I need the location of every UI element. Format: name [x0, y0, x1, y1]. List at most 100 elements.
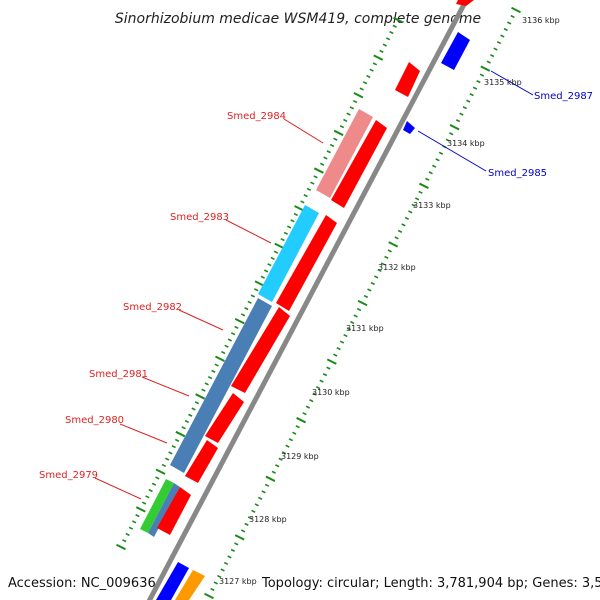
tick-mark — [207, 375, 213, 380]
tick-mark — [194, 401, 200, 405]
tick-mark — [280, 237, 285, 242]
tick-mark — [240, 529, 246, 533]
tick-mark — [476, 80, 481, 84]
tick-mark — [480, 65, 491, 72]
tick-mark — [287, 225, 292, 229]
scale-label: 3133 kbp — [413, 201, 451, 210]
gene-label-smed_2987[interactable]: Smed_2987 — [534, 91, 593, 102]
gene-label-smed_2982[interactable]: Smed_2982 — [123, 302, 182, 313]
tick-mark — [240, 313, 246, 317]
tick-mark — [367, 288, 372, 292]
tick-mark — [449, 124, 460, 131]
tick-mark — [353, 314, 358, 318]
scale-label: 3131 kbp — [346, 324, 384, 333]
pink-feature[interactable] — [316, 109, 373, 198]
gene-arrow-blue-bottom[interactable] — [156, 562, 189, 600]
tick-mark — [247, 516, 253, 520]
tick-mark — [349, 106, 354, 110]
tick-mark — [319, 379, 324, 383]
gene-label-lines — [94, 70, 534, 500]
tick-mark — [339, 340, 345, 344]
tick-mark — [372, 62, 378, 66]
tick-mark — [353, 92, 364, 99]
tick-mark — [273, 250, 279, 254]
tick-mark — [489, 53, 495, 58]
gene-label-smed_2980[interactable]: Smed_2980 — [65, 415, 124, 426]
gene-arrow-smed_2979[interactable] — [157, 487, 191, 535]
tick-mark — [333, 353, 338, 357]
tick-mark — [151, 482, 157, 486]
tick-mark — [382, 43, 387, 47]
gene-label-smed_2983[interactable]: Smed_2983 — [170, 212, 229, 223]
tick-mark — [387, 249, 392, 253]
tick-mark — [263, 269, 269, 273]
genome-summary-text: Topology: circular; Length: 3,781,904 bp… — [261, 576, 600, 591]
tick-mark — [270, 256, 275, 261]
gene-arrow-smed_2985[interactable] — [403, 121, 415, 134]
cyan-feature[interactable] — [258, 205, 319, 302]
scale-labels: 3127 kbp 3128 kbp 3129 kbp 3130 kbp 3131… — [219, 16, 560, 586]
tick-mark — [352, 99, 358, 104]
gene-arrow-top[interactable] — [456, 0, 474, 6]
tick-mark — [141, 501, 147, 505]
tick-mark — [184, 419, 190, 424]
steelblue-feature-small[interactable] — [148, 483, 180, 537]
green-feature[interactable] — [140, 479, 174, 533]
scale-label: 3132 kbp — [378, 263, 416, 272]
genome-backbone — [146, 0, 470, 600]
tick-mark — [373, 275, 379, 279]
tick-mark — [261, 490, 266, 494]
tick-mark — [181, 426, 186, 430]
scale-label: 3129 kbp — [281, 452, 319, 461]
tick-mark — [363, 294, 369, 299]
steelblue-feature[interactable] — [170, 298, 272, 473]
tick-mark — [438, 151, 444, 155]
tick-mark — [428, 171, 433, 175]
tick-mark — [303, 194, 308, 198]
tick-mark — [466, 99, 471, 103]
tick-mark — [175, 430, 186, 438]
gene-label-smed_2981[interactable]: Smed_2981 — [89, 369, 148, 380]
tick-mark — [469, 93, 474, 97]
tick-mark — [346, 327, 352, 331]
gene-label-smed_2984[interactable]: Smed_2984 — [227, 111, 286, 122]
tick-mark — [300, 200, 305, 204]
tick-mark — [302, 412, 307, 416]
tick-mark — [223, 561, 229, 566]
gene-arrow-blue-top[interactable] — [441, 32, 470, 70]
gene-arrow-smed_2987-region[interactable] — [395, 62, 420, 97]
tick-mark — [274, 242, 285, 250]
tick-mark — [293, 212, 298, 217]
tick-mark — [116, 543, 126, 551]
tick-mark — [234, 534, 245, 541]
tick-mark — [247, 300, 252, 304]
tick-mark — [310, 181, 315, 185]
gene-label-smed_2979[interactable]: Smed_2979 — [39, 470, 98, 481]
tick-mark — [254, 288, 259, 292]
gene-label-smed_2985[interactable]: Smed_2985 — [488, 168, 547, 179]
gene-arrow-smed_2982[interactable] — [231, 307, 290, 393]
tick-mark — [379, 49, 384, 53]
tick-mark — [397, 229, 403, 233]
tick-mark — [445, 138, 450, 142]
inner-track-ticks — [116, 16, 403, 551]
tick-mark — [362, 81, 368, 85]
gene-arrow-smed_2983[interactable] — [276, 215, 337, 311]
tick-mark — [315, 386, 321, 390]
tick-mark — [380, 262, 386, 266]
tick-mark — [389, 30, 394, 35]
gene-arrow-smed_2980[interactable] — [185, 440, 218, 483]
map-title: Sinorhizobium medicae WSM419, complete g… — [115, 11, 481, 27]
scale-label: 3134 kbp — [447, 139, 485, 148]
gene-arrow-smed_2981[interactable] — [205, 393, 244, 443]
tick-mark — [260, 275, 265, 279]
gene-arrow-smed_2984[interactable] — [331, 120, 387, 208]
orange-feature[interactable] — [175, 570, 205, 600]
tick-mark — [145, 495, 150, 499]
tick-mark — [333, 137, 338, 141]
tick-mark — [370, 281, 375, 286]
tick-mark — [295, 425, 300, 429]
tick-mark — [319, 162, 325, 166]
tick-mark — [204, 382, 209, 386]
tick-mark — [496, 40, 502, 45]
